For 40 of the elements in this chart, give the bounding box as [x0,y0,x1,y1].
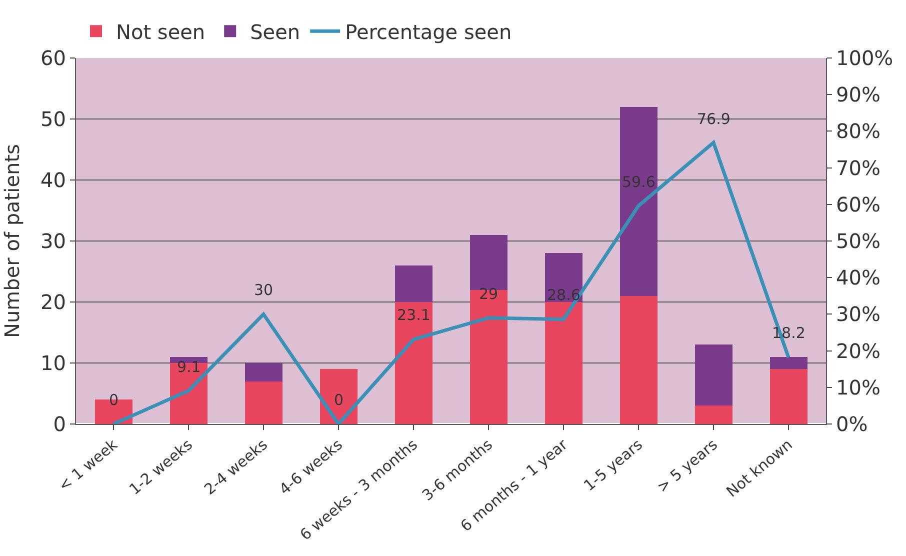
data-label: 9.1 [177,358,201,376]
data-label: 30 [254,281,274,299]
y2-tick-label: 40% [836,266,880,290]
y-axis-title: Number of patients [0,144,24,338]
bar [470,290,508,424]
y-tick-label: 50 [40,107,66,131]
y2-tick-label: 50% [836,229,880,253]
y2-tick-label: 70% [836,156,880,180]
y2-tick-label: 10% [836,375,880,400]
bar [244,381,282,424]
y-tick-label: 60 [40,46,66,70]
bar [620,296,658,424]
legend-label: Seen [250,20,300,44]
bar [694,406,732,424]
bar [694,344,732,406]
y-tick-label: 0 [53,412,66,436]
y-tick-label: 20 [40,290,66,314]
y2-tick-label: 20% [836,338,880,363]
y-tick-label: 30 [40,229,66,253]
legend-label: Percentage seen [345,20,512,44]
y-tick-label: 10 [40,351,66,375]
y2-tick-label: 0% [836,412,868,436]
y-tick-label: 40 [40,168,66,192]
bar [770,369,808,424]
bar [544,302,582,424]
bar [394,265,432,302]
y2-tick-label: 90% [836,82,880,107]
y2-tick-label: 80% [836,119,880,144]
y2-tick-label: 100% [836,46,894,70]
data-label: 59.6 [622,173,656,191]
bar [620,106,658,296]
y2-tick-label: 30% [836,302,880,326]
bar [394,302,432,424]
y2-tick-label: 60% [836,192,880,216]
data-label: 0 [334,391,344,409]
data-label: 23.1 [397,306,430,324]
data-label: 29 [479,285,498,303]
legend-label: Not seen [116,20,206,44]
bar [244,363,282,382]
bar [770,356,808,370]
